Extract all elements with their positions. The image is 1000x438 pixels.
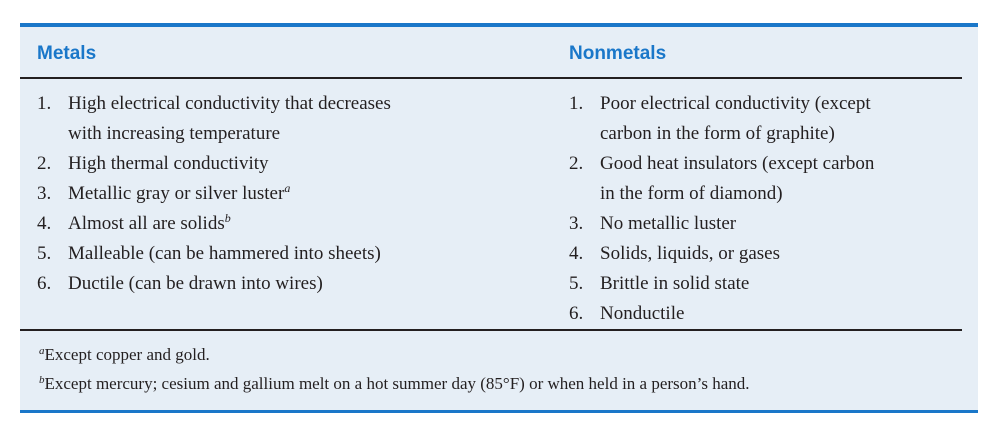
item-text: Good heat insulators (except carbon in th…	[600, 149, 969, 209]
item-text: Ductile (can be drawn into wires)	[68, 269, 537, 299]
item-text-content: Almost all are solids	[68, 213, 225, 234]
item-text-line: in the form of diamond)	[600, 179, 969, 209]
nonmetals-item: 1. Poor electrical conductivity (except ca…	[569, 89, 969, 149]
footnote-marker: b	[224, 211, 231, 225]
item-number: 1.	[37, 93, 52, 114]
item-text-line: No metallic luster	[600, 209, 969, 239]
nonmetals-item: 6. Nonductile	[569, 299, 969, 329]
item-number: 3.	[569, 213, 584, 234]
item-number: 4.	[569, 243, 584, 264]
metals-nonmetals-table: Metals Nonmetals 1. High electrical condu…	[20, 23, 978, 413]
item-text-content: Brittle in solid state	[600, 273, 750, 294]
item-text-line: Malleable (can be hammered into sheets)	[68, 239, 537, 269]
metals-item: 4. Almost all are solidsb	[37, 209, 537, 239]
metals-item: 6. Ductile (can be drawn into wires)	[37, 269, 537, 299]
item-number: 4.	[37, 213, 52, 234]
item-text-line: Almost all are solidsb	[68, 209, 537, 239]
item-text: Brittle in solid state	[600, 269, 969, 299]
item-number: 1.	[569, 93, 584, 114]
item-text-content: No metallic luster	[600, 213, 737, 234]
item-text-line: Solids, liquids, or gases	[600, 239, 969, 269]
item-text-content: Metallic gray or silver luster	[68, 183, 285, 204]
footnote-marker: a	[39, 345, 45, 357]
nonmetals-item: 4. Solids, liquids, or gases	[569, 239, 969, 269]
item-number: 2.	[569, 153, 584, 174]
metals-item: 2. High thermal conductivity	[37, 149, 537, 179]
item-text: High thermal conductivity	[68, 149, 537, 179]
item-text-content: carbon in the form of graphite)	[600, 123, 835, 144]
item-text: Poor electrical conductivity (except carb…	[600, 89, 969, 149]
table-header: Metals Nonmetals	[20, 27, 978, 79]
item-text-line: Brittle in solid state	[600, 269, 969, 299]
item-text: Nonductile	[600, 299, 969, 329]
item-text-line: High thermal conductivity	[68, 149, 537, 179]
metals-item: 1. High electrical conductivity that decr…	[37, 89, 537, 149]
item-number: 5.	[569, 273, 584, 294]
item-text-content: High electrical conductivity that decrea…	[68, 93, 391, 114]
item-number: 2.	[37, 153, 52, 174]
footnote-text: Except copper and gold.	[44, 345, 210, 364]
nonmetals-header: Nonmetals	[569, 43, 667, 64]
item-text: High electrical conductivity that decrea…	[68, 89, 537, 149]
item-text-content: in the form of diamond)	[600, 183, 783, 204]
nonmetals-item: 3. No metallic luster	[569, 209, 969, 239]
metals-item: 5. Malleable (can be hammered into sheets…	[37, 239, 537, 269]
nonmetals-column: 1. Poor electrical conductivity (except ca…	[569, 89, 969, 329]
item-number: 3.	[37, 183, 52, 204]
item-text-line: Good heat insulators (except carbon	[600, 149, 969, 179]
item-number: 6.	[37, 273, 52, 294]
item-text-content: Solids, liquids, or gases	[600, 243, 780, 264]
item-text-content: Ductile (can be drawn into wires)	[68, 273, 323, 294]
item-text: Solids, liquids, or gases	[600, 239, 969, 269]
metals-item: 3. Metallic gray or silver lustera	[37, 179, 537, 209]
item-text-line: carbon in the form of graphite)	[600, 119, 969, 149]
item-text-content: with increasing temperature	[68, 123, 281, 144]
footnote: bExcept mercury; cesium and gallium melt…	[39, 369, 750, 398]
footnotes: aExcept copper and gold. bExcept mercury;…	[39, 340, 750, 398]
item-text-line: Metallic gray or silver lustera	[68, 179, 537, 209]
header-rule	[20, 77, 962, 79]
footnote-rule	[20, 329, 962, 331]
item-text: Metallic gray or silver lustera	[68, 179, 537, 209]
item-text-content: Poor electrical conductivity (except	[600, 93, 871, 114]
item-number: 5.	[37, 243, 52, 264]
item-text: Almost all are solidsb	[68, 209, 537, 239]
footnote: aExcept copper and gold.	[39, 340, 750, 369]
item-text-content: Good heat insulators (except carbon	[600, 153, 875, 174]
footnote-marker: b	[39, 374, 45, 386]
item-number: 6.	[569, 303, 584, 324]
item-text-content: High thermal conductivity	[68, 153, 269, 174]
item-text-line: Poor electrical conductivity (except	[600, 89, 969, 119]
item-text-line: Ductile (can be drawn into wires)	[68, 269, 537, 299]
item-text-line: with increasing temperature	[68, 119, 537, 149]
footnote-text: Except mercury; cesium and gallium melt …	[44, 374, 750, 393]
footnote-marker: a	[284, 181, 291, 195]
nonmetals-item: 2. Good heat insulators (except carbon in …	[569, 149, 969, 209]
item-text-content: Nonductile	[600, 303, 685, 324]
metals-column: 1. High electrical conductivity that decr…	[37, 89, 537, 299]
item-text-content: Malleable (can be hammered into sheets)	[68, 243, 381, 264]
item-text: Malleable (can be hammered into sheets)	[68, 239, 537, 269]
item-text-line: High electrical conductivity that decrea…	[68, 89, 537, 119]
item-text: No metallic luster	[600, 209, 969, 239]
nonmetals-item: 5. Brittle in solid state	[569, 269, 969, 299]
item-text-line: Nonductile	[600, 299, 969, 329]
metals-header: Metals	[37, 43, 97, 64]
